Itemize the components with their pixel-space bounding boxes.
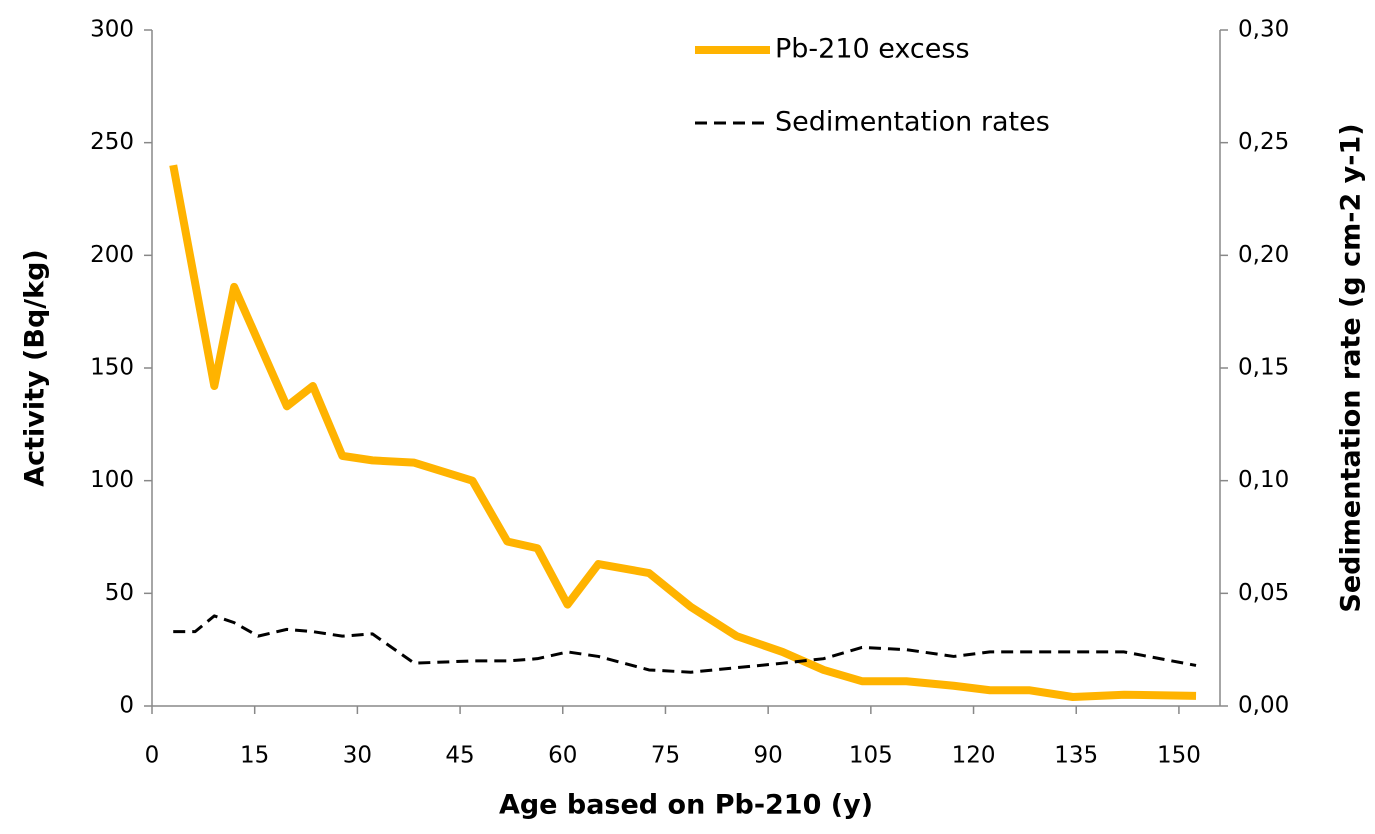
x-tick-label: 150 [1157,743,1201,769]
y-tick-label: 150 [90,355,134,381]
y2-tick-label: 0,00 [1238,693,1289,719]
x-tick-label: 30 [343,743,372,769]
y-tick-label: 300 [90,17,134,43]
x-tick-label: 90 [754,743,783,769]
x-axis-title: Age based on Pb-210 (y) [499,790,873,821]
y2-tick-label: 0,05 [1238,580,1289,606]
y2-tick-label: 0,20 [1238,242,1289,268]
x-tick-label: 60 [548,743,577,769]
y2-tick-label: 0,10 [1238,467,1289,493]
y-tick-label: 100 [90,467,134,493]
series-line [169,164,1197,701]
x-tick-label: 15 [240,743,269,769]
y-tick-label: 0 [119,693,134,719]
y2-tick-label: 0,30 [1238,17,1289,43]
series-line [173,614,1197,674]
x-tick-label: 75 [651,743,680,769]
y-tick-label: 200 [90,242,134,268]
x-tick-label: 135 [1054,743,1098,769]
y-axis-title: Activity (Bq/kg) [20,249,51,487]
y-tick-label: 250 [90,129,134,155]
legend-label: Sedimentation rates [775,107,1050,138]
x-tick-label: 45 [445,743,474,769]
y2-tick-label: 0,15 [1238,355,1289,381]
y-tick-label: 50 [105,580,134,606]
y2-axis-title: Sedimentation rate (g cm-2 y-1) [1336,123,1367,612]
x-tick-label: 0 [145,743,160,769]
legend-label: Pb-210 excess [775,34,970,65]
x-tick-label: 120 [952,743,996,769]
x-tick-label: 105 [849,743,893,769]
y2-tick-label: 0,25 [1238,129,1289,155]
